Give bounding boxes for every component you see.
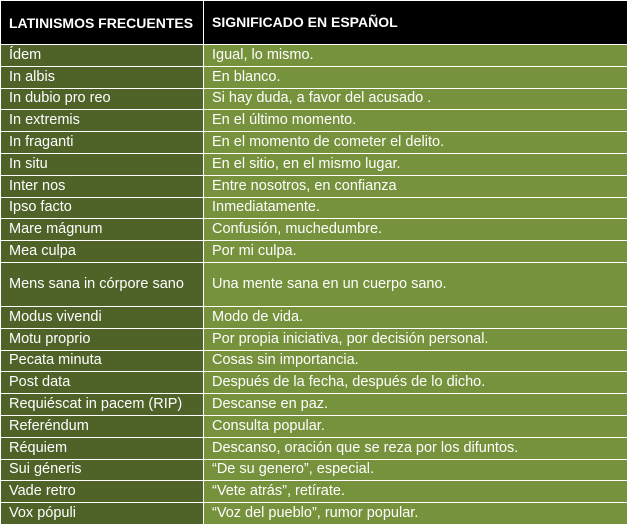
latinism-term: Mea culpa bbox=[1, 241, 204, 263]
latinism-term: Inter nos bbox=[1, 175, 204, 197]
latinism-term: Modus vivendi bbox=[1, 306, 204, 328]
header-latinisms: LATINISMOS FRECUENTES bbox=[1, 1, 204, 45]
latinism-term: Post data bbox=[1, 372, 204, 394]
latinism-term: Sui géneris bbox=[1, 459, 204, 481]
latinism-term: In dubio pro reo bbox=[1, 88, 204, 110]
latinism-term: Referéndum bbox=[1, 415, 204, 437]
header-meaning: SIGNIFICADO EN ESPAÑOL bbox=[204, 1, 627, 45]
spanish-meaning: En el momento de cometer el delito. bbox=[204, 132, 627, 154]
header-row: LATINISMOS FRECUENTES SIGNIFICADO EN ESP… bbox=[1, 1, 627, 45]
table-row: Sui géneris“De su genero”, especial. bbox=[1, 459, 627, 481]
spanish-meaning: “Vete atrás”, retírate. bbox=[204, 481, 627, 503]
spanish-meaning: Descanso, oración que se reza por los di… bbox=[204, 437, 627, 459]
spanish-meaning: Después de la fecha, después de lo dicho… bbox=[204, 372, 627, 394]
latinism-term: Vox pópuli bbox=[1, 503, 204, 525]
spanish-meaning: “De su genero”, especial. bbox=[204, 459, 627, 481]
latinism-term: In albis bbox=[1, 66, 204, 88]
table-row: Vox pópuli“Voz del pueblo”, rumor popula… bbox=[1, 503, 627, 525]
spanish-meaning: En el último momento. bbox=[204, 110, 627, 132]
latinism-term: In extremis bbox=[1, 110, 204, 132]
spanish-meaning: Modo de vida. bbox=[204, 306, 627, 328]
latinism-term: Pecata minuta bbox=[1, 350, 204, 372]
spanish-meaning: En el sitio, en el mismo lugar. bbox=[204, 153, 627, 175]
spanish-meaning: Por propia iniciativa, por decisión pers… bbox=[204, 328, 627, 350]
spanish-meaning: Inmediatamente. bbox=[204, 197, 627, 219]
spanish-meaning: Descanse en paz. bbox=[204, 394, 627, 416]
latinism-term: Ipso facto bbox=[1, 197, 204, 219]
spanish-meaning: Igual, lo mismo. bbox=[204, 45, 627, 67]
latinism-term: Mens sana in córpore sano bbox=[1, 262, 204, 306]
spanish-meaning: Entre nosotros, en confianza bbox=[204, 175, 627, 197]
latinism-term: Réquiem bbox=[1, 437, 204, 459]
latinism-term: Vade retro bbox=[1, 481, 204, 503]
latinism-term: Mare mágnum bbox=[1, 219, 204, 241]
table-row: Vade retro“Vete atrás”, retírate. bbox=[1, 481, 627, 503]
spanish-meaning: Por mi culpa. bbox=[204, 241, 627, 263]
latinism-term: In situ bbox=[1, 153, 204, 175]
spanish-meaning: Si hay duda, a favor del acusado . bbox=[204, 88, 627, 110]
spanish-meaning: “Voz del pueblo”, rumor popular. bbox=[204, 503, 627, 525]
spanish-meaning: Cosas sin importancia. bbox=[204, 350, 627, 372]
latinism-term: Ídem bbox=[1, 45, 204, 67]
table-row: Requiéscat in pacem (RIP)Descanse en paz… bbox=[1, 394, 627, 416]
latinism-term: Motu proprio bbox=[1, 328, 204, 350]
latinism-term: In fraganti bbox=[1, 132, 204, 154]
latinism-term: Requiéscat in pacem (RIP) bbox=[1, 394, 204, 416]
spanish-meaning: Una mente sana en un cuerpo sano. bbox=[204, 262, 627, 306]
spanish-meaning: En blanco. bbox=[204, 66, 627, 88]
spanish-meaning: Consulta popular. bbox=[204, 415, 627, 437]
spanish-meaning: Confusión, muchedumbre. bbox=[204, 219, 627, 241]
